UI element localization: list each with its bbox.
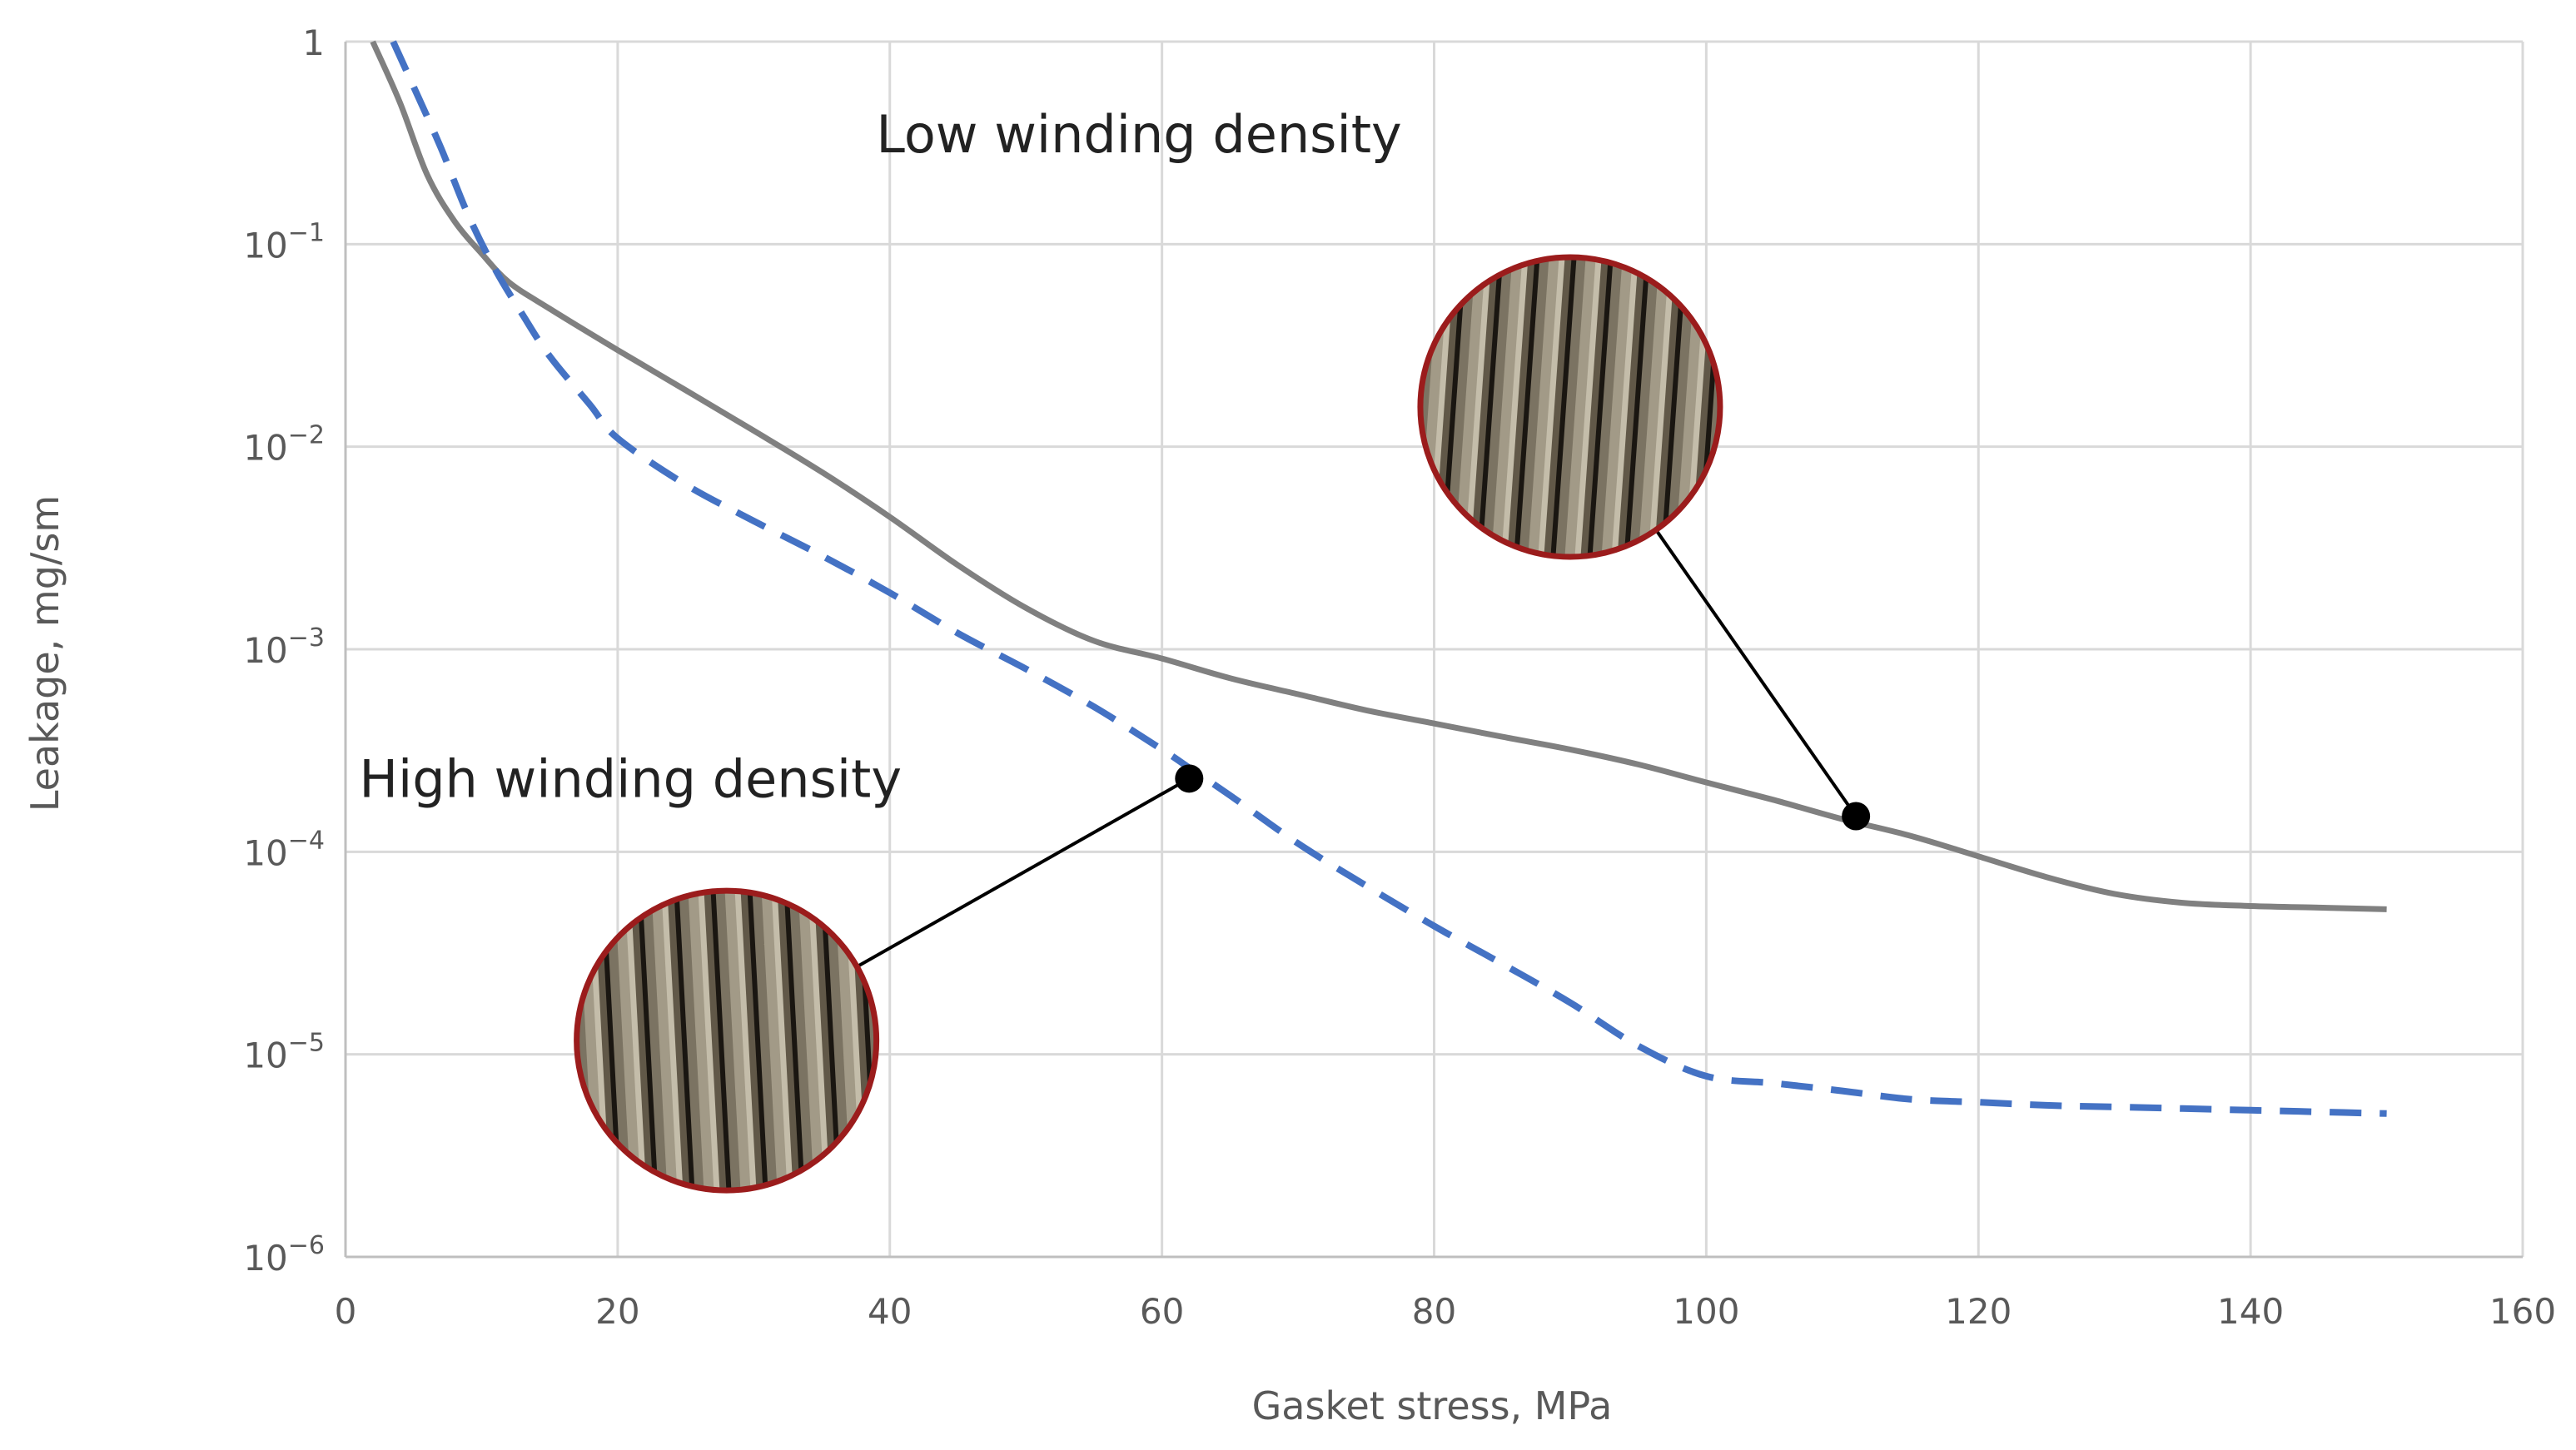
data-marker [1175, 764, 1204, 793]
x-tick-label: 100 [1673, 1291, 1739, 1332]
winding-texture [1410, 246, 1731, 568]
inset-border [574, 887, 880, 1194]
inset-shade [576, 891, 877, 1191]
annotations: Low winding density High winding density [359, 104, 1401, 809]
callout-line [856, 777, 1191, 969]
y-tick-label: 10−3 [243, 623, 325, 671]
winding-inset [569, 882, 884, 1199]
x-tick-label: 140 [2217, 1291, 2284, 1332]
winding-inset [1410, 246, 1731, 568]
x-axis-title: Gasket stress, MPa [1252, 1383, 1613, 1428]
x-tick-label: 40 [868, 1291, 912, 1332]
inset-shade [1420, 256, 1720, 557]
data-marker [1842, 802, 1871, 831]
inset-border [1417, 254, 1723, 560]
series-line-solid [370, 40, 2387, 912]
y-tick-label: 10−4 [243, 826, 325, 873]
series-layer [370, 40, 2387, 1117]
annotation-low-density: Low winding density [876, 104, 1401, 165]
tick-labels: 0 20 40 60 80 100 120 140 160 1 10−1 10−2 10−3 10−4 10… [243, 22, 2556, 1332]
y-tick-label: 10−6 [243, 1231, 325, 1279]
series-line-dashed [390, 40, 2387, 1117]
y-tick-label: 1 [302, 22, 325, 63]
inset-layer [569, 246, 1857, 1199]
x-tick-label: 120 [1945, 1291, 2012, 1332]
marker-layer [1175, 764, 1871, 831]
y-tick-label: 10−5 [243, 1029, 325, 1076]
grid-lines [344, 40, 2524, 1259]
y-axis-title: Leakage, mg/sm [22, 495, 67, 812]
x-tick-label: 80 [1412, 1291, 1456, 1332]
x-tick-label: 160 [2489, 1291, 2556, 1332]
y-tick-label: 10−2 [243, 421, 325, 469]
y-tick-label: 10−1 [243, 218, 325, 266]
x-tick-label: 0 [335, 1291, 357, 1332]
callout-line [1654, 529, 1857, 817]
winding-texture [569, 882, 884, 1199]
x-tick-label: 60 [1140, 1291, 1184, 1332]
annotation-high-density: High winding density [359, 748, 902, 809]
x-tick-label: 20 [595, 1291, 639, 1332]
